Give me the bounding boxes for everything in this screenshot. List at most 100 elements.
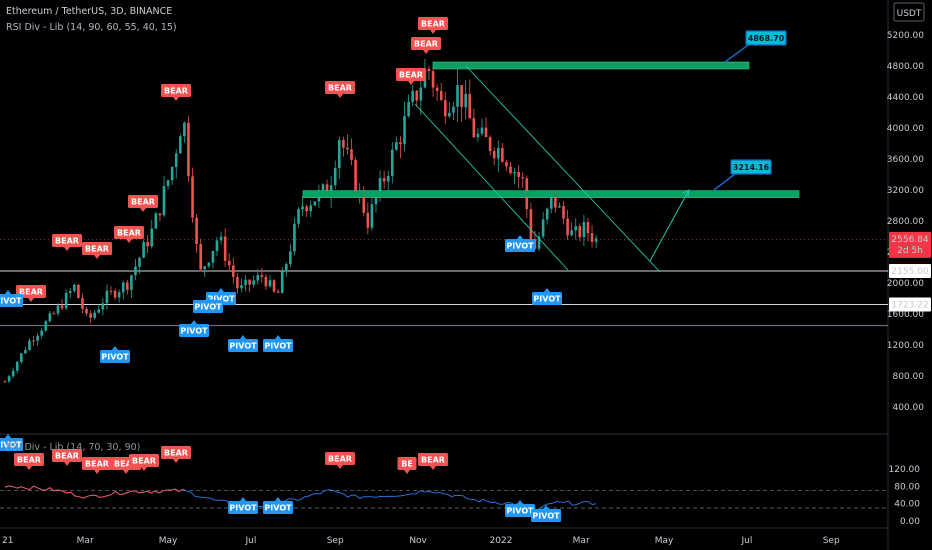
candle-body (337, 139, 341, 169)
channel-lower (414, 103, 569, 271)
candle-body (374, 197, 378, 205)
candle-body (215, 240, 219, 251)
bear-label-pointer (173, 459, 179, 463)
date-tick-label: Mar (77, 536, 94, 546)
bear-label-price: BEAR (418, 17, 448, 34)
bear-label-pointer (126, 239, 132, 243)
pivot-label-text: PIVOT (533, 295, 561, 304)
candle-body (309, 205, 313, 212)
current-price-tag-text: 2556.84 (891, 235, 928, 245)
candle-body (545, 208, 549, 220)
symbol-title: Ethereum / TetherUS, 3D, BINANCE (6, 6, 173, 17)
candle-body (443, 99, 447, 117)
price-tick-label: 4000.00 (887, 124, 924, 134)
candle-body (537, 236, 541, 249)
support-low-tag-box (889, 297, 931, 312)
candle-body (456, 85, 459, 107)
price-tick-label: 3200.00 (887, 186, 924, 196)
candle-body (68, 290, 72, 293)
candle-body (260, 275, 264, 277)
candle-body (32, 340, 35, 342)
candle-body (77, 284, 80, 298)
candle-body (301, 206, 304, 210)
candle-body (240, 285, 243, 289)
candles (3, 59, 598, 384)
pivot-label-rsi: PIVOT (505, 500, 535, 517)
bear-label-box (161, 446, 191, 459)
bear-label-text: BEAR (114, 460, 138, 469)
bear-label-price: BEAR (114, 226, 144, 243)
callout-box (745, 30, 787, 46)
candle-body (199, 244, 202, 270)
candle-body (529, 209, 533, 240)
pivot-label-box (228, 339, 258, 352)
candle-body (81, 297, 84, 309)
candle-body (89, 313, 92, 318)
candle-body (431, 71, 435, 88)
pivot-label-text: PIVOT (0, 441, 22, 450)
candle-body (541, 219, 545, 237)
candle-body (554, 196, 557, 208)
candle-body (36, 335, 39, 341)
bear-label-box (82, 242, 112, 255)
candle-body (150, 228, 154, 247)
resistance-zone-mid (302, 190, 800, 198)
bear-label-rsi: BEAR (129, 454, 159, 471)
bear-label-box (396, 68, 426, 81)
pivot-label-box (532, 292, 562, 305)
price-tick-label: 2000.00 (887, 279, 924, 289)
candle-body (549, 196, 553, 209)
candle-body (203, 266, 207, 270)
rsi-tick-label: 120.00 (889, 465, 921, 475)
candle-body (488, 137, 492, 152)
candle-body (93, 312, 96, 318)
resistance-zone-top (432, 61, 750, 70)
candle-body (64, 292, 68, 309)
pivot-label-box (100, 350, 130, 363)
candle-body (44, 321, 48, 331)
bear-label-pointer (64, 462, 70, 466)
bear-label-text: BEAR (164, 87, 188, 96)
candle-body (293, 223, 296, 252)
bear-label-text: BEAR (131, 198, 155, 207)
candle-body (170, 167, 174, 181)
bear-label-text: BEAR (132, 457, 156, 466)
date-tick-label: 2022 (490, 536, 513, 546)
bear-label-text: BEAR (85, 245, 109, 254)
candle-body (407, 101, 410, 117)
candle-body (187, 122, 190, 177)
currency-label: USDT (897, 9, 922, 19)
bear-label-text: BEAR (55, 452, 79, 461)
bear-label-rsi: BEAR (14, 453, 44, 470)
bear-label-rsi: BEAR (82, 457, 112, 474)
pivot-label-text: PIVOT (207, 295, 235, 304)
pivot-label-box (263, 501, 293, 514)
candle-body (558, 206, 561, 208)
candle-body (362, 190, 366, 213)
callout-box (730, 159, 772, 175)
candle-body (252, 280, 255, 285)
callout-text: 4868.70 (748, 34, 785, 43)
candle-body (52, 313, 56, 315)
pivot-label-box (531, 509, 561, 522)
pivot-label-pointer (218, 288, 224, 292)
candle-body (183, 122, 186, 137)
candle-body (390, 149, 394, 176)
candle-body (126, 282, 129, 290)
candle-body (305, 206, 308, 212)
candle-body (11, 370, 15, 377)
pivot-label-pointer (240, 497, 246, 501)
pivot-label-box (263, 339, 293, 352)
candle-body (268, 280, 272, 287)
pivot-label-pointer (205, 296, 211, 300)
pivot-label-pointer (543, 505, 549, 509)
candle-body (594, 238, 598, 242)
pivot-label-text: PIVOT (229, 504, 257, 513)
bear-label-price: BEAR (161, 84, 191, 101)
rsi-bear-segment (4, 485, 184, 499)
pivot-label-text: PIVOT (101, 353, 129, 362)
pivot-label-pointer (112, 346, 118, 350)
bear-label-text: BEAR (421, 456, 445, 465)
